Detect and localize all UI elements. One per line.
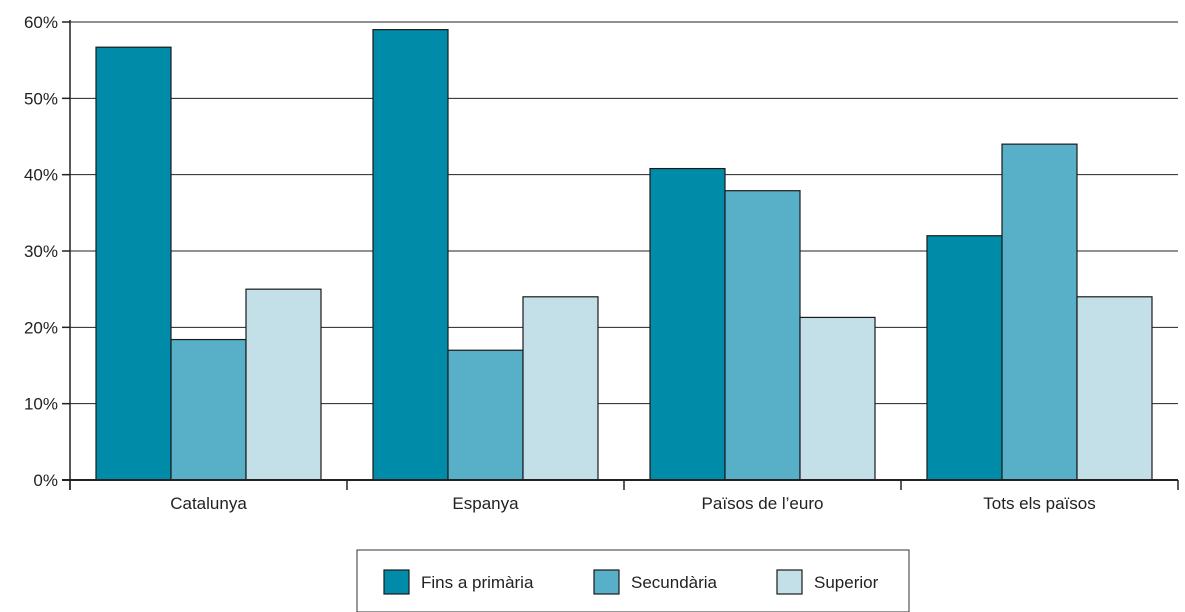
- x-axis-ticks: Catalunya Espanya Països de l’euro Tots els…: [69, 480, 1179, 513]
- bar: [1001, 143, 1078, 481]
- y-tick-label: 0%: [33, 471, 58, 490]
- legend-swatch: [383, 569, 410, 595]
- bar: [799, 316, 876, 481]
- x-tick-label: Països de l’euro: [702, 494, 824, 513]
- x-tick-label: Catalunya: [170, 494, 247, 513]
- y-tick-label: 60%: [24, 13, 58, 32]
- y-axis-ticks: 0% 10% 20% 30% 40% 50% 60%: [24, 13, 70, 490]
- legend-label: Secundària: [631, 573, 718, 592]
- bar: [724, 190, 801, 481]
- bar: [926, 235, 1003, 481]
- legend-box: [356, 549, 910, 612]
- legend: Fins a primària Secundària Superior: [356, 549, 910, 612]
- bar: [1076, 296, 1153, 481]
- y-tick-label: 10%: [24, 395, 58, 414]
- y-tick-label: 40%: [24, 166, 58, 185]
- bar: [372, 29, 449, 481]
- legend-swatch: [593, 569, 620, 595]
- x-tick-label: Espanya: [452, 494, 519, 513]
- bar: [95, 46, 172, 481]
- legend-swatch: [776, 569, 803, 595]
- y-tick-label: 30%: [24, 242, 58, 261]
- x-tick-label: Tots els països: [983, 494, 1095, 513]
- bar: [649, 167, 726, 481]
- legend-label: Superior: [814, 573, 879, 592]
- bar: [170, 338, 247, 481]
- bar: [522, 296, 599, 481]
- legend-label: Fins a primària: [421, 573, 534, 592]
- bar: [447, 349, 524, 481]
- y-tick-label: 50%: [24, 89, 58, 108]
- y-tick-label: 20%: [24, 318, 58, 337]
- bars: [95, 29, 1153, 481]
- bar: [245, 288, 322, 481]
